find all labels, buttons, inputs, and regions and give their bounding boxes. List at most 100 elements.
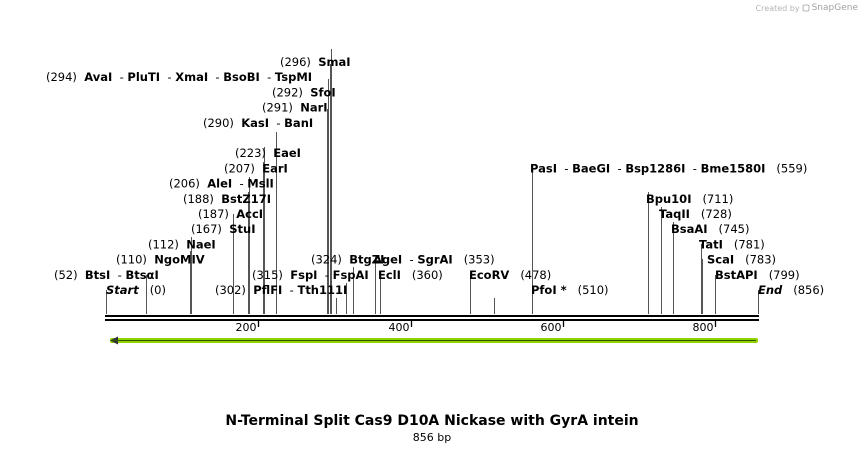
enzyme-label[interactable]: (296) SmaI [280,55,351,69]
cut-position: (294) [46,70,77,84]
enzyme-label[interactable]: (207) EarI [224,161,288,175]
cut-position: (711) [702,192,733,206]
label-gap [509,268,520,282]
label-gap [311,55,318,69]
enzyme-label[interactable]: (324) BtgZI [311,253,384,267]
enzyme-name: SmaI [318,55,350,69]
name-separator: - [232,177,247,191]
label-gap [293,101,300,115]
enzyme-labels: Start (0) (302) PflFI - Tth111I PfoI * (51… [46,55,824,297]
enzyme-name: MslI [247,177,274,191]
enzyme-label[interactable]: (291) NarI [262,101,328,115]
name-separator: - [282,283,297,297]
enzyme-name: KasI [241,116,269,130]
cut-position: (315) [252,268,283,282]
cut-position: (292) [272,85,303,99]
cut-site-lines [106,49,759,314]
enzyme-name: AvaI [84,70,112,84]
name-separator: - [208,70,223,84]
cut-position: (223) [235,146,266,160]
credit-brand: SnapGene [811,3,858,13]
enzyme-label[interactable]: (292) SfoI [272,85,336,99]
enzyme-label[interactable]: BsaAI (745) [671,222,749,236]
label-gap [222,222,229,236]
label-gap [453,253,464,267]
enzyme-name: BstZ17I [221,192,271,206]
sequence-backbone [105,315,759,321]
enzyme-name: EaeI [273,146,301,160]
enzyme-name: FspAI [333,268,369,282]
enzyme-name: AleI [207,177,232,191]
enzyme-name: Bsp1286I [625,161,685,175]
cut-position: (728) [701,207,732,221]
name-separator: - [317,268,332,282]
enzyme-label[interactable]: (110) NgoMIV [116,253,205,267]
label-gap [782,283,793,297]
enzyme-name: XmaI [175,70,208,84]
axis-tick-label: 800 [693,321,714,334]
enzyme-label[interactable]: Start (0) [106,283,166,297]
axis-tick-label: 600 [541,321,562,334]
cut-position: (745) [719,222,750,236]
axis-tick-label: 200 [236,321,257,334]
enzyme-name: EclI [378,268,401,282]
enzyme-label[interactable]: (294) AvaI - PluTI - XmaI - BsoBI - TspM… [46,70,312,84]
enzyme-label[interactable]: (187) AccI [198,207,263,221]
enzyme-label[interactable]: TaqII (728) [659,207,732,221]
enzyme-name: BtgZI [349,253,384,267]
name-separator: - [557,161,572,175]
enzyme-label[interactable]: (290) KasI - BanI [203,116,313,130]
label-gap [690,207,701,221]
enzyme-name: TaqII [659,207,690,221]
enzyme-label[interactable]: PfoI * (510) [531,283,609,297]
label-gap [723,237,734,251]
enzyme-label[interactable]: ScaI (783) [707,253,776,267]
label-gap [234,116,241,130]
enzyme-label[interactable]: (167) StuI [191,222,256,236]
axis-tick-label: 400 [389,321,410,334]
enzyme-label[interactable]: AgeI - SgrAI (353) [373,253,495,267]
enzyme-label[interactable]: (302) PflFI - Tth111I [215,283,347,297]
enzyme-label[interactable]: Bpu10I (711) [646,192,733,206]
enzyme-name: NgoMIV [154,253,204,267]
enzyme-name: BsoBI [223,70,260,84]
label-gap [734,253,745,267]
enzyme-label[interactable]: End (856) [758,283,824,297]
name-separator: - [110,268,125,282]
enzyme-label[interactable]: (223) EaeI [235,146,301,160]
feature-arrow[interactable] [110,336,758,345]
enzyme-label[interactable]: (112) NaeI [148,237,216,251]
enzyme-name: EarI [262,161,288,175]
enzyme-label[interactable]: BstAPI (799) [715,268,800,282]
cut-position: (110) [116,253,147,267]
enzyme-label[interactable]: (206) AleI - MslI [169,177,274,191]
enzyme-name: StuI [229,222,255,236]
cut-position: (324) [311,253,342,267]
enzyme-name: BtsαI [125,268,158,282]
enzyme-name: BanI [284,116,313,130]
enzyme-label[interactable]: (52) BtsI - BtsαI [54,268,159,282]
enzyme-label[interactable]: PasI - BaeGI - Bsp1286I - Bme1580I (559) [530,161,807,175]
credit-prefix: Created by [755,3,800,13]
sequence-length: 856 bp [412,431,452,444]
label-gap [147,253,154,267]
label-gap [691,192,702,206]
label-gap [139,283,150,297]
enzyme-label[interactable]: EclI (360) [378,268,443,282]
enzyme-label[interactable]: TatI (781) [699,237,765,251]
snapgene-credit: Created by SnapGene [756,3,858,13]
enzyme-label[interactable]: (188) BstZ17I [183,192,271,206]
cut-position: (478) [520,268,551,282]
label-gap [758,268,769,282]
enzyme-name: PasI [530,161,557,175]
enzyme-label[interactable]: (315) FspI - FspAI [252,268,369,282]
cut-position: (559) [776,161,807,175]
enzyme-name: BstAPI [715,268,758,282]
label-gap [214,192,221,206]
cut-position: (188) [183,192,214,206]
enzyme-label[interactable]: EcoRV (478) [469,268,551,282]
label-gap [567,283,578,297]
name-separator: - [112,70,127,84]
cut-position: (206) [169,177,200,191]
